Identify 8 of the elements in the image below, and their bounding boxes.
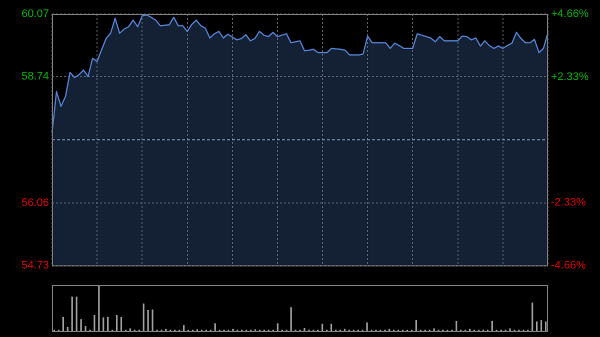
y-tick-label: 56.06 bbox=[21, 196, 49, 209]
y-tick-label: 60.07 bbox=[21, 8, 49, 20]
y-tick-label: 58.74 bbox=[21, 70, 49, 83]
y-tick-label: 54.73 bbox=[21, 259, 49, 272]
y2-tick-label: +2.33% bbox=[551, 70, 589, 83]
y2-tick-label: -4.66% bbox=[551, 259, 586, 272]
y2-tick-label: -2.33% bbox=[551, 196, 586, 209]
y2-tick-label: +4.66% bbox=[551, 8, 589, 20]
